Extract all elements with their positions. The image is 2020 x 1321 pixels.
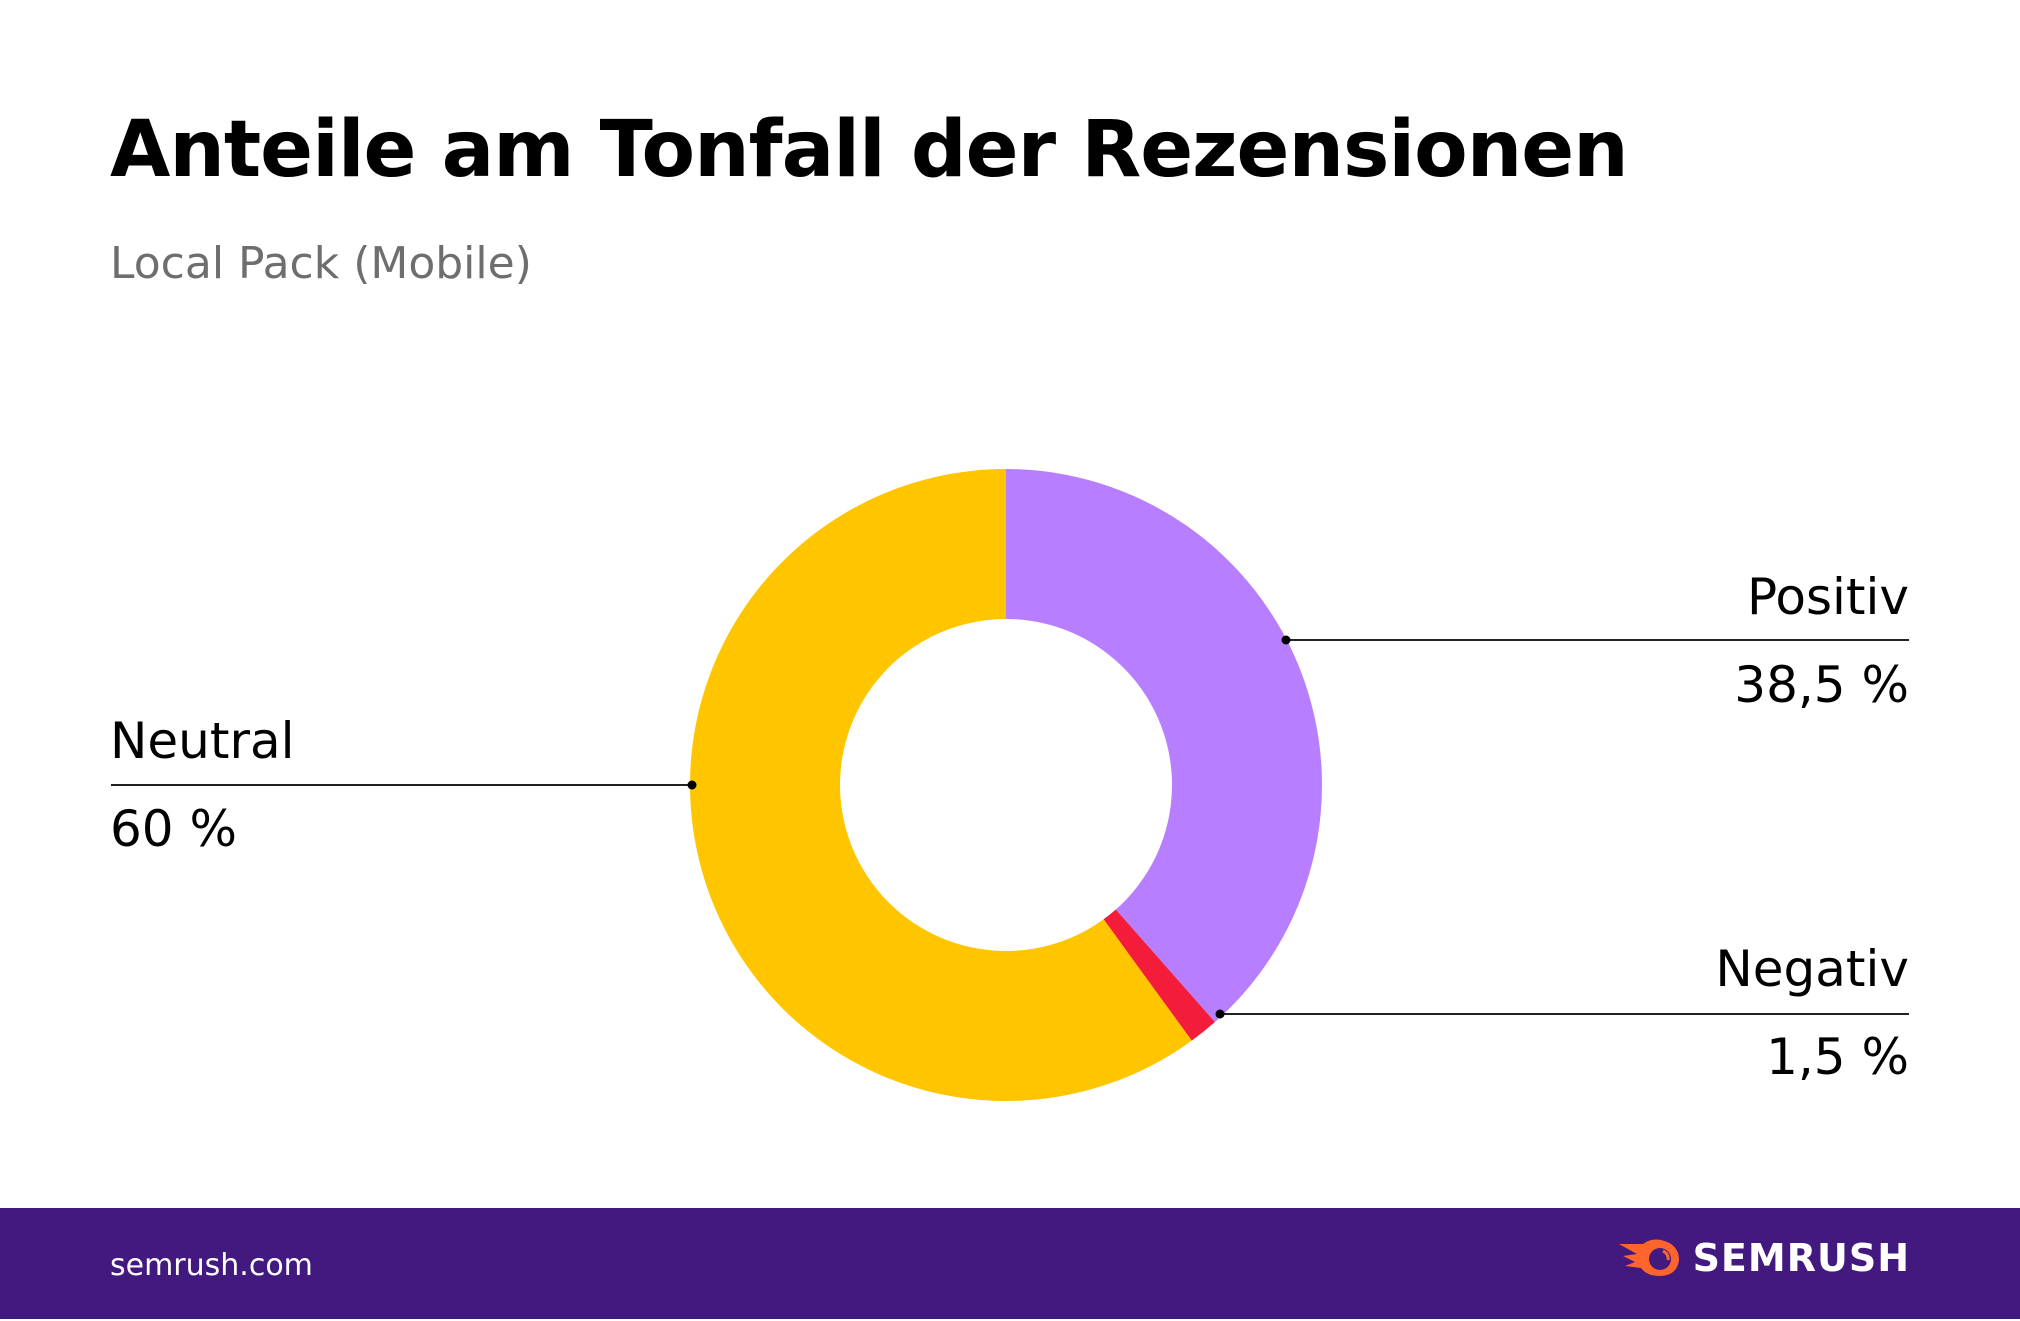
label-positiv: Positiv	[1747, 568, 1909, 626]
semrush-fireball-icon	[1618, 1239, 1679, 1276]
site-link[interactable]: semrush.com	[110, 1248, 313, 1283]
leader-negativ-dot	[1215, 1009, 1225, 1019]
chart-subtitle: Local Pack (Mobile)	[110, 238, 532, 289]
semrush-logo: SEMRUSH	[1617, 1236, 1910, 1280]
chart-title: Anteile am Tonfall der Rezensionen	[110, 105, 1629, 195]
slice-negativ	[1103, 909, 1215, 1041]
label-negativ: Negativ	[1715, 940, 1909, 998]
value-neutral: 60 %	[110, 800, 238, 858]
value-negativ: 1,5 %	[1766, 1028, 1909, 1086]
footer-bar: semrush.com SEMRUSH	[0, 1208, 2020, 1319]
slice-neutral	[690, 469, 1192, 1101]
leader-positiv-dot	[1281, 635, 1291, 645]
brand-name: SEMRUSH	[1692, 1236, 1910, 1280]
value-positiv: 38,5 %	[1734, 656, 1909, 714]
slice-positiv	[1006, 469, 1323, 1023]
leader-neutral-dot	[687, 780, 697, 790]
donut-chart	[111, 469, 1909, 1101]
label-neutral: Neutral	[110, 712, 295, 770]
